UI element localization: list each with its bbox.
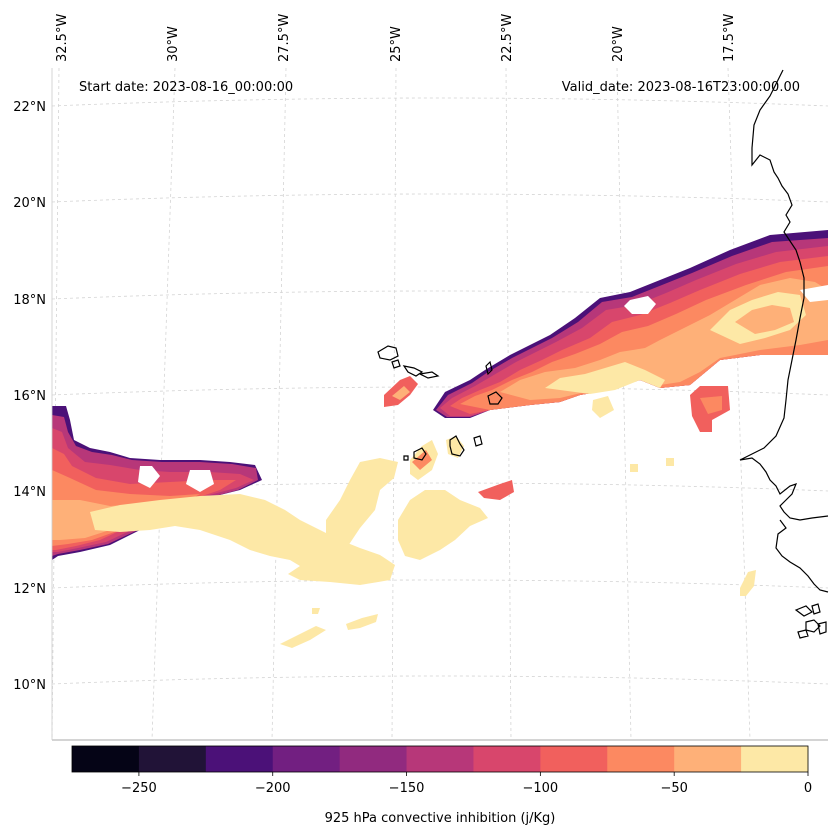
start-date-label: Start date: 2023-08-16_00:00:00 bbox=[79, 80, 293, 95]
lon-label: 27.5°W bbox=[277, 14, 292, 62]
coastline-cabo-verde-fogo bbox=[413, 447, 427, 461]
lat-label: 20°N bbox=[13, 196, 46, 211]
colorbar-segment bbox=[72, 746, 140, 772]
cin-ne-white-gap bbox=[624, 296, 656, 314]
cin-blob-right-inner bbox=[700, 396, 722, 414]
gridline-lon-17-5 bbox=[727, 67, 751, 741]
colorbar-frame bbox=[71, 745, 809, 773]
gridline-lon-30 bbox=[151, 67, 176, 741]
gridline-lon-20 bbox=[616, 67, 632, 741]
cin-west-white-hole bbox=[138, 466, 160, 488]
coastline-cabo-verde-boavista bbox=[487, 391, 503, 405]
lon-label: 17.5°W bbox=[722, 14, 737, 62]
colorbar-segment bbox=[540, 746, 608, 772]
lat-label: 12°N bbox=[13, 582, 46, 597]
coastline-africa-west bbox=[739, 69, 829, 521]
gridline-lat-12 bbox=[51, 579, 829, 589]
cin-south-light-3 bbox=[312, 608, 320, 614]
colorbar-segment bbox=[138, 746, 207, 772]
colorbar-tick-label: −200 bbox=[255, 781, 291, 796]
lon-label: 25°W bbox=[389, 26, 404, 62]
cin-south-light-2 bbox=[346, 614, 378, 630]
cin-field bbox=[52, 230, 828, 648]
cin-west-white-hole-2 bbox=[186, 470, 214, 492]
cin-ne-inner-mid bbox=[735, 305, 794, 334]
coastlines bbox=[377, 69, 829, 639]
lat-label: 16°N bbox=[13, 389, 46, 404]
colorbar-tick-label: 0 bbox=[804, 781, 812, 796]
gridline-lat-10 bbox=[51, 675, 829, 685]
colorbar-segment bbox=[339, 746, 408, 772]
coastline-cabo-verde-sao-vicente bbox=[391, 359, 401, 369]
cin-south-light-4 bbox=[740, 570, 756, 596]
map-panel bbox=[51, 67, 829, 741]
colorbar-segment bbox=[741, 746, 809, 772]
lat-label: 18°N bbox=[13, 293, 46, 308]
coastline-gambia-guinea bbox=[775, 519, 829, 593]
cin-ne-band-0 bbox=[545, 362, 665, 394]
lon-label: 30°W bbox=[166, 26, 181, 62]
lon-label: 20°W bbox=[611, 26, 626, 62]
cin-central-light-1 bbox=[326, 458, 398, 550]
colorbar-segment bbox=[674, 746, 742, 772]
coastline-cabo-verde-santiago bbox=[449, 435, 465, 457]
gridline-lon-32-5 bbox=[51, 67, 60, 741]
colorbar-ticks: −250 −200 −150 −100 −50 0 bbox=[121, 772, 812, 796]
cin-south-light-5 bbox=[630, 464, 638, 472]
colorbar-segment bbox=[205, 746, 274, 772]
cin-south-light-1 bbox=[280, 626, 326, 648]
lat-label: 14°N bbox=[13, 485, 46, 500]
lon-label: 32.5°W bbox=[55, 14, 70, 62]
lat-label: 10°N bbox=[13, 678, 46, 693]
colorbar-segment bbox=[272, 746, 341, 772]
coastline-bijagos bbox=[794, 603, 827, 639]
longitude-labels: 32.5°W 30°W 27.5°W 25°W 22.5°W 20°W 17.5… bbox=[55, 14, 737, 62]
gridline-lon-27-5 bbox=[271, 67, 287, 741]
valid-date-label: Valid_date: 2023-08-16T23:00:00.00 bbox=[562, 80, 800, 95]
cin-central-light-2 bbox=[398, 490, 488, 560]
colorbar: −250 −200 −150 −100 −50 0 925 hPa convective … bbox=[71, 745, 812, 826]
colorbar-tick-label: −100 bbox=[523, 781, 559, 796]
colorbar-tick-label: −250 bbox=[121, 781, 157, 796]
cin-ne-white-gap-2 bbox=[800, 285, 828, 302]
colorbar-segment bbox=[473, 746, 541, 772]
colorbar-segment bbox=[406, 746, 474, 772]
coastline-cabo-verde-santo-antao bbox=[377, 345, 399, 361]
coastline-cabo-verde-sal bbox=[485, 360, 493, 376]
colorbar-segment bbox=[607, 746, 675, 772]
latitude-labels: 22°N 20°N 18°N 16°N 14°N 12°N 10°N bbox=[13, 100, 46, 693]
colorbar-tick-label: −150 bbox=[389, 781, 425, 796]
coastline-cabo-verde-maio bbox=[473, 435, 483, 447]
colorbar-title: 925 hPa convective inhibition (j/Kg) bbox=[325, 811, 556, 826]
cin-patch-cv-inner bbox=[392, 386, 410, 400]
gridline-lat-22 bbox=[51, 97, 829, 107]
cin-west-0 bbox=[90, 494, 395, 585]
cin-patch-cv-light bbox=[592, 396, 614, 418]
lon-label: 22.5°W bbox=[500, 14, 515, 62]
lat-label: 22°N bbox=[13, 100, 46, 115]
gridline-lat-20 bbox=[51, 193, 829, 203]
colorbar-segments bbox=[72, 746, 809, 772]
colorbar-tick-label: −50 bbox=[660, 781, 687, 796]
gridline-lat-18 bbox=[51, 290, 829, 300]
cin-central-small-red bbox=[478, 480, 514, 500]
cin-south-light-6 bbox=[666, 458, 674, 466]
gridline-lat-16 bbox=[51, 386, 829, 396]
coastline-cabo-verde-sl bbox=[418, 371, 440, 379]
coastline-cabo-verde-brava bbox=[403, 455, 409, 461]
